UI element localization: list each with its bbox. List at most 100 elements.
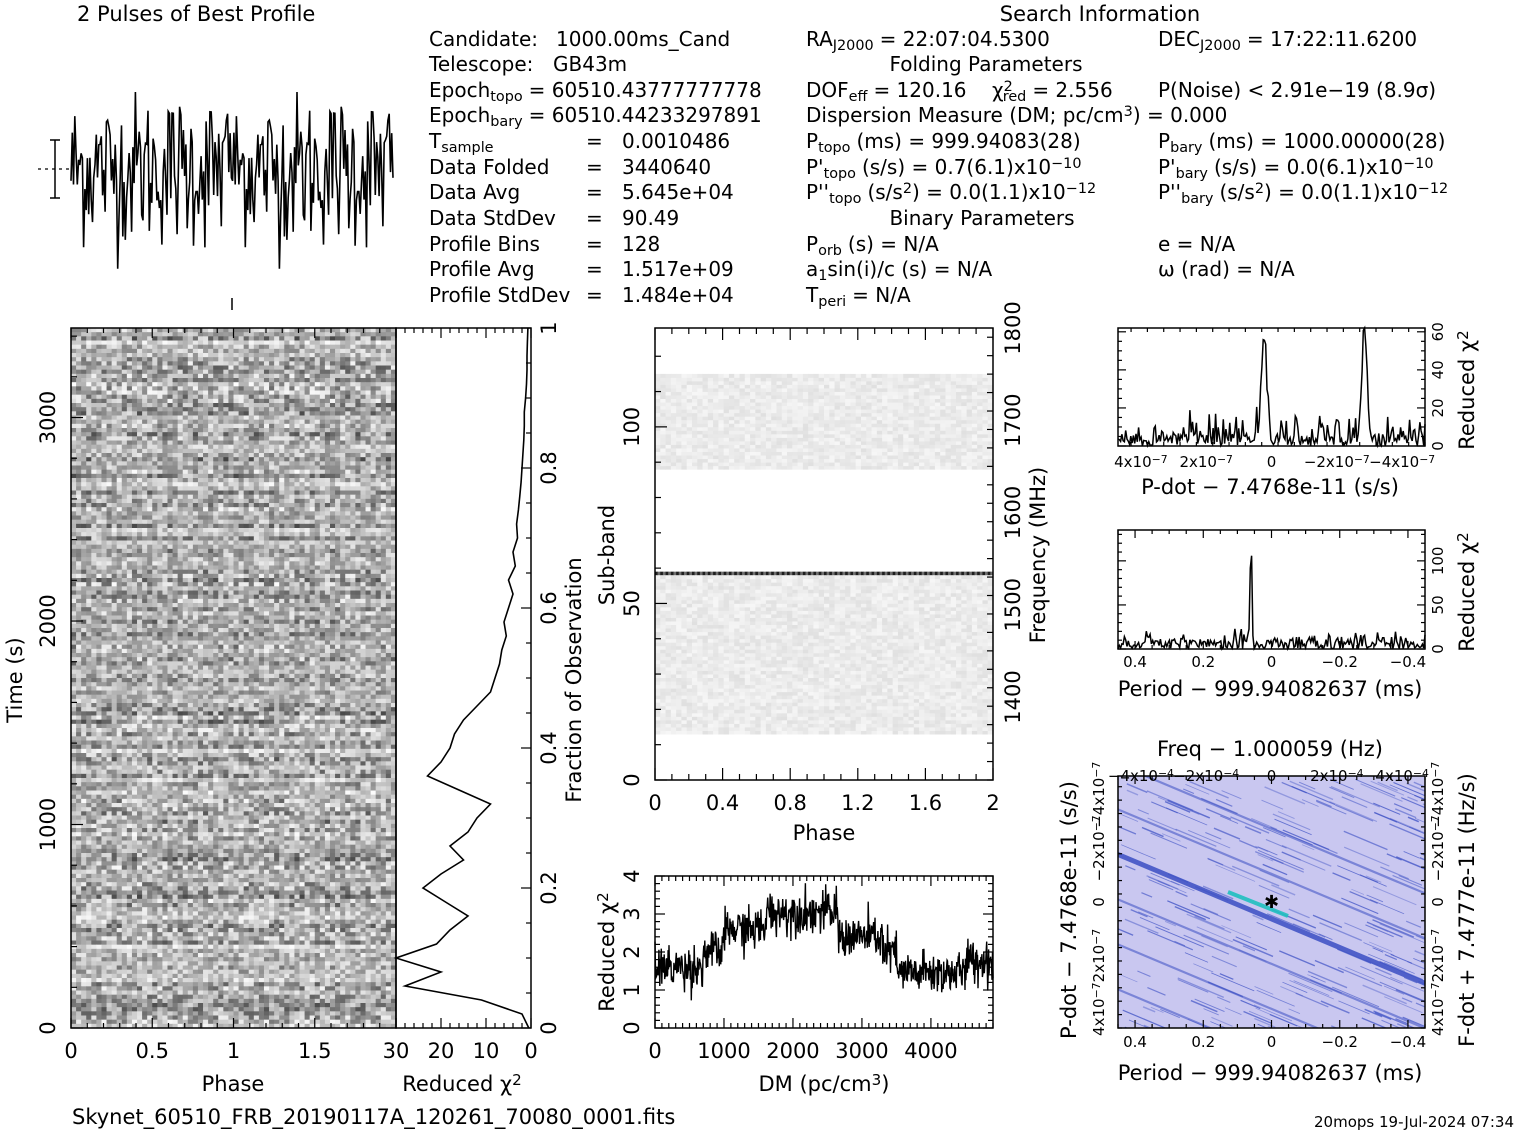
pp-y2tick-1: −2x10−7 <box>1429 815 1447 881</box>
rfi-cell <box>747 571 751 576</box>
ridge-line <box>1118 943 1320 1028</box>
pp-xtick-3: −0.2 <box>1322 1033 1358 1051</box>
pe-ytick-2: 100 <box>1429 547 1447 576</box>
dm-xtick-4: 4000 <box>904 1039 957 1063</box>
tc-ytick-1: 0.2 <box>537 871 561 904</box>
rfi-cell <box>884 571 888 576</box>
rfi-cell <box>739 571 743 576</box>
period-chi-line <box>1117 555 1426 652</box>
pp-xtick-4: −0.4 <box>1390 1033 1426 1051</box>
sb-xlabel: Phase <box>793 821 856 845</box>
rfi-cell <box>781 571 785 576</box>
sb-xtick-0: 0 <box>648 791 661 815</box>
sb-xtick-2: 0.8 <box>773 791 806 815</box>
rfi-cell <box>956 571 959 576</box>
tp-xlabel: Phase <box>202 1072 265 1096</box>
dm-xtick-0: 0 <box>648 1039 661 1063</box>
time-chi-line <box>393 327 530 1029</box>
pp-toptick-3: 2x10−4 <box>1310 767 1364 785</box>
rfi-cell <box>887 571 891 576</box>
sb-y2tick-1: 1500 <box>1001 578 1025 631</box>
rfi-cell <box>800 571 804 576</box>
rfi-cell <box>871 571 875 576</box>
dm-chi-panel: 0 1000 2000 3000 4000 0 1 2 3 4 DM (pc/cm3) Reduced… <box>594 869 994 1096</box>
sb-ylabel: Sub-band <box>595 505 619 605</box>
rfi-cell <box>728 571 732 576</box>
tp-xtick-2: 1 <box>227 1039 240 1063</box>
rfi-cell <box>808 571 812 576</box>
rfi-cell <box>665 571 669 576</box>
rfi-cell <box>776 571 780 576</box>
chi-red: χ2 red = 2.556 <box>992 78 1113 105</box>
p-orb: Porb (s) = N/A <box>806 232 939 259</box>
pd-xtick-2: 0 <box>1267 453 1277 471</box>
ridge-line <box>1118 898 1425 1028</box>
rfi-cell <box>892 571 896 576</box>
rfi-cell <box>855 571 859 576</box>
equals-sign-2: = <box>586 180 603 204</box>
pe-ytick-1: 50 <box>1429 595 1447 614</box>
rfi-cell <box>977 571 981 576</box>
rfi-cell <box>723 571 727 576</box>
pdot-chi-panel: 4x10−7 2x10−7 0 −2x10−7 −4x10−7 0 20 40 60 P-dot … <box>1114 322 1479 499</box>
tc-ytick-4: 0.8 <box>537 451 561 484</box>
dm-ytick-1: 1 <box>620 983 644 996</box>
pe-xtick-0: 0.4 <box>1123 653 1147 671</box>
epoch-bary: Epochbary = 60510.44233297891 <box>429 103 762 130</box>
pp-toptick-0: −4x10−4 <box>1108 767 1174 785</box>
telescope-value: GB43m <box>553 52 627 76</box>
a1-sini: a1sin(i)/c (s) = N/A <box>806 257 993 284</box>
pp-toptick-1: −2x10−4 <box>1173 767 1239 785</box>
pp-ylabel2: F-dot + 7.4777e-11 (Hz/s) <box>1455 773 1479 1047</box>
pe-ytick-0: 0 <box>1429 644 1447 654</box>
pe-ylabel: Reduced χ2 <box>1454 532 1479 651</box>
rfi-cell <box>794 571 798 576</box>
sb-xtick-1: 0.4 <box>706 791 739 815</box>
profile-avg-value: 1.517e+09 <box>622 257 734 281</box>
dm-xlabel: DM (pc/cm3) <box>759 1071 890 1096</box>
rfi-cell <box>916 571 920 576</box>
ra-j2000: RAJ2000 = 22:07:04.5300 <box>806 27 1050 54</box>
time-chi-panel: 30 20 10 00 0.2 0.4 0.6 0.8 1 Reduced χ2 Fraction … <box>383 321 586 1096</box>
data-avg-label: Data Avg <box>429 180 520 204</box>
rfi-cell <box>853 571 856 576</box>
rfi-cell <box>742 571 746 576</box>
tp-ytick-0: 0 <box>36 1021 60 1034</box>
rfi-cell <box>792 571 796 576</box>
rfi-cell <box>897 571 901 576</box>
rfi-cell <box>821 571 825 576</box>
profile-bins-value: 128 <box>622 232 660 256</box>
rfi-cell <box>736 571 740 576</box>
data-stddev-value: 90.49 <box>622 206 679 230</box>
rfi-cell <box>784 571 788 576</box>
telescope-label: Telescope: <box>428 52 533 76</box>
pp-xtick-2: 0 <box>1267 1033 1277 1051</box>
rfi-cell <box>908 571 912 576</box>
rfi-cell <box>715 571 719 576</box>
dm-xtick-3: 3000 <box>835 1039 888 1063</box>
rfi-cell <box>963 571 967 576</box>
data-folded-label: Data Folded <box>429 155 549 179</box>
pp-y2tick-2: 0 <box>1429 897 1447 907</box>
e-value: e = N/A <box>1158 232 1235 256</box>
rfi-cell <box>826 571 830 576</box>
dec-j2000: DECJ2000 = 17:22:11.6200 <box>1158 27 1417 54</box>
equals-sign-0: = <box>586 129 603 153</box>
pdot-bary: P'bary (s/s) = 0.0(6.1)x10−10 <box>1158 155 1434 182</box>
equals-sign-5: = <box>586 257 603 281</box>
rfi-cell <box>982 571 986 576</box>
rfi-cell <box>689 571 693 576</box>
epoch-topo: Epochtopo = 60510.43777777778 <box>429 78 762 105</box>
dm-ytick-3: 3 <box>620 907 644 920</box>
pdot-chi-line <box>1117 325 1426 449</box>
rfi-cell <box>839 571 843 576</box>
rfi-cell <box>850 571 854 576</box>
equals-sign-1: = <box>586 155 603 179</box>
pddot-bary: P''bary (s/s2) = 0.0(1.1)x10−12 <box>1158 180 1448 207</box>
ridge-line <box>1118 851 1425 987</box>
rfi-cell <box>882 571 886 576</box>
rfi-cell <box>863 571 867 576</box>
rfi-cell <box>697 571 701 576</box>
rfi-cell <box>974 571 978 576</box>
